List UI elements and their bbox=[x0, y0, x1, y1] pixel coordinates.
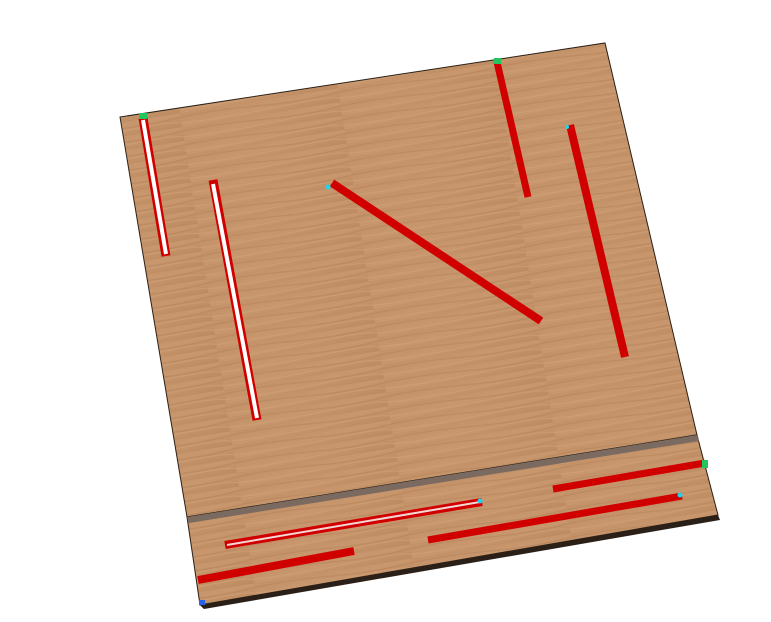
marker bbox=[702, 460, 708, 468]
slot bbox=[329, 179, 544, 325]
marker bbox=[565, 125, 569, 129]
slot bbox=[552, 459, 706, 493]
slot bbox=[493, 61, 532, 198]
axis-triad bbox=[199, 600, 205, 605]
board-bottom-edge bbox=[200, 515, 720, 609]
slot bbox=[566, 124, 629, 358]
marker bbox=[477, 498, 483, 504]
slot bbox=[427, 492, 683, 544]
marker bbox=[494, 58, 501, 64]
slot-inner bbox=[211, 183, 259, 419]
slot-inner bbox=[226, 501, 481, 546]
slot-inner bbox=[141, 119, 168, 255]
slot bbox=[197, 547, 355, 584]
slots bbox=[138, 61, 706, 584]
marker bbox=[325, 184, 331, 190]
marker bbox=[139, 113, 147, 119]
strip-seam bbox=[187, 435, 699, 523]
marker bbox=[677, 492, 683, 498]
